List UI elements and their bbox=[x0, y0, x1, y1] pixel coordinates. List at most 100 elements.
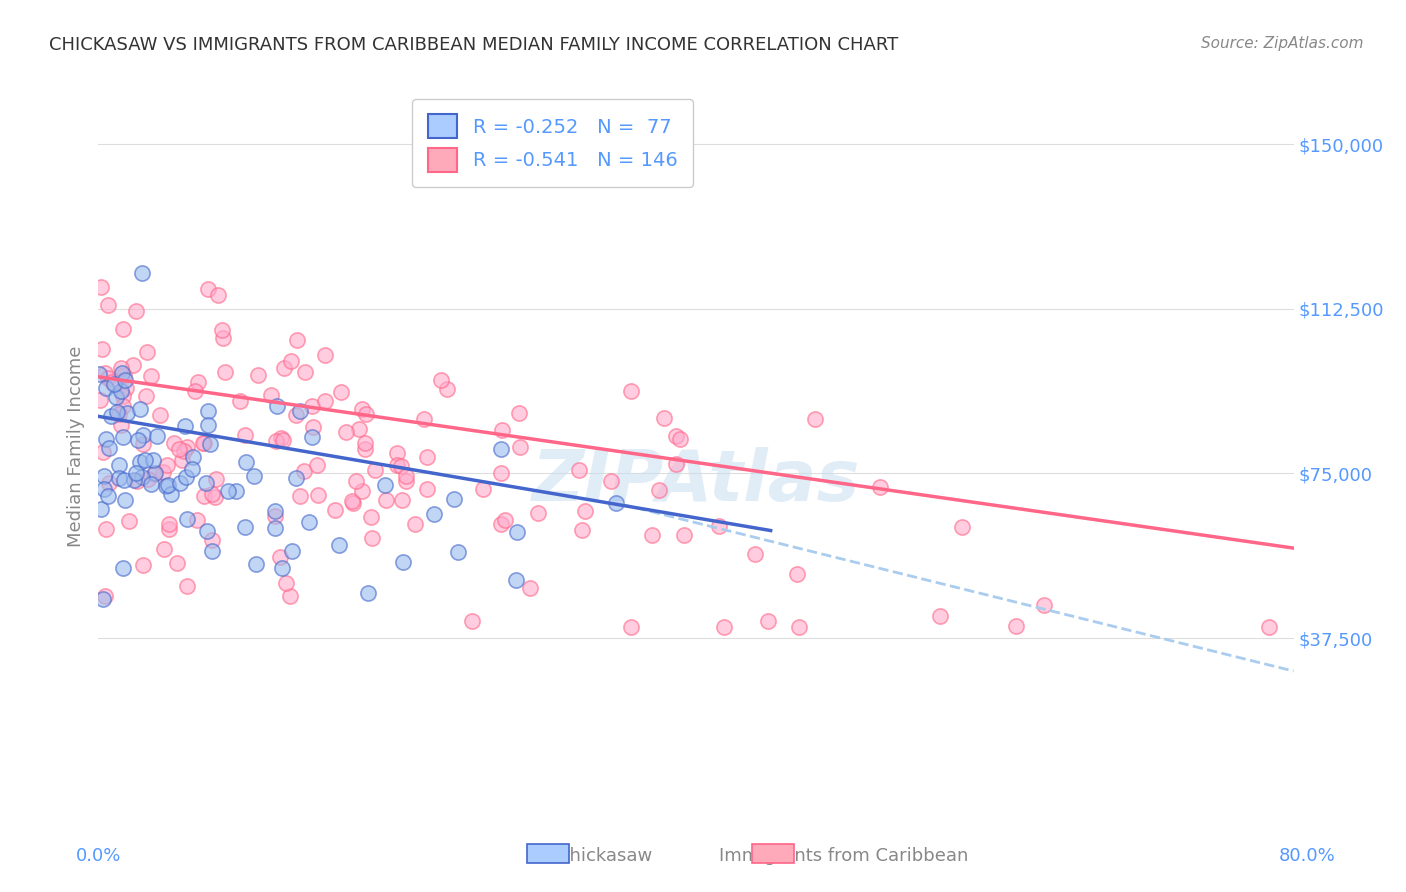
Point bbox=[361, 531, 384, 545]
Point bbox=[112, 322, 135, 336]
Point bbox=[176, 441, 198, 455]
Point bbox=[264, 508, 287, 523]
Point bbox=[350, 484, 373, 499]
Point bbox=[174, 469, 197, 483]
Point bbox=[211, 323, 233, 337]
Point bbox=[217, 484, 239, 499]
Point bbox=[91, 342, 114, 356]
Point bbox=[229, 393, 252, 408]
Point bbox=[205, 472, 228, 486]
Point bbox=[568, 463, 591, 477]
Point bbox=[97, 371, 120, 385]
Point bbox=[422, 507, 444, 521]
Point bbox=[389, 458, 412, 473]
Point bbox=[173, 419, 195, 434]
Point bbox=[127, 433, 149, 447]
Point bbox=[172, 452, 194, 467]
Point bbox=[94, 380, 117, 394]
Point bbox=[404, 516, 426, 531]
Point bbox=[605, 496, 627, 510]
Point bbox=[416, 482, 439, 496]
Point bbox=[301, 430, 323, 444]
Point bbox=[950, 520, 973, 534]
Point bbox=[460, 614, 482, 628]
Point bbox=[176, 511, 198, 525]
Point bbox=[143, 467, 166, 481]
Point bbox=[430, 373, 453, 387]
Point bbox=[509, 440, 531, 454]
Point bbox=[786, 567, 808, 582]
Point bbox=[648, 483, 671, 498]
Point bbox=[111, 366, 134, 380]
Point bbox=[98, 476, 121, 491]
Point bbox=[344, 474, 367, 488]
Point bbox=[673, 528, 696, 542]
Point bbox=[491, 423, 513, 437]
Point bbox=[314, 348, 336, 362]
Point bbox=[187, 375, 209, 389]
Point bbox=[280, 354, 302, 368]
Point bbox=[356, 407, 378, 421]
Point bbox=[131, 266, 153, 280]
Point bbox=[804, 411, 827, 425]
Point bbox=[364, 463, 387, 477]
Point bbox=[271, 433, 294, 447]
Point bbox=[395, 468, 418, 483]
Point bbox=[132, 437, 155, 451]
Point bbox=[264, 521, 287, 535]
Text: Source: ZipAtlas.com: Source: ZipAtlas.com bbox=[1201, 36, 1364, 51]
Point bbox=[156, 458, 179, 472]
Point bbox=[186, 513, 208, 527]
Point bbox=[1258, 620, 1281, 634]
Point bbox=[665, 428, 688, 442]
Point bbox=[301, 399, 323, 413]
Point bbox=[284, 471, 307, 485]
Point bbox=[131, 469, 153, 483]
Point bbox=[349, 422, 371, 436]
Point bbox=[668, 432, 690, 446]
Point bbox=[194, 475, 217, 490]
Point bbox=[156, 477, 179, 491]
Point bbox=[301, 420, 323, 434]
Point bbox=[200, 487, 222, 501]
Point bbox=[125, 304, 148, 318]
Point bbox=[374, 492, 396, 507]
Point bbox=[489, 466, 512, 480]
Point bbox=[87, 367, 110, 381]
Point bbox=[260, 388, 283, 402]
Point bbox=[360, 510, 382, 524]
Point bbox=[278, 589, 301, 603]
Point bbox=[134, 453, 156, 467]
Point bbox=[136, 472, 159, 486]
Text: 80.0%: 80.0% bbox=[1279, 847, 1336, 865]
Point bbox=[141, 477, 163, 491]
Point bbox=[245, 557, 267, 571]
Point bbox=[115, 406, 138, 420]
Point bbox=[350, 402, 373, 417]
Point bbox=[273, 361, 295, 376]
Point bbox=[1033, 598, 1056, 612]
Point bbox=[328, 538, 350, 552]
Point bbox=[235, 455, 257, 469]
Point bbox=[789, 620, 811, 634]
Point bbox=[90, 280, 112, 294]
Point bbox=[204, 490, 226, 504]
Point bbox=[122, 359, 145, 373]
Point bbox=[96, 432, 118, 446]
Point bbox=[152, 465, 174, 479]
Point bbox=[105, 390, 128, 404]
Text: ZIPAtlas: ZIPAtlas bbox=[531, 447, 860, 516]
Point bbox=[100, 409, 122, 424]
Point bbox=[107, 458, 129, 472]
Point bbox=[264, 434, 287, 449]
Point bbox=[270, 431, 292, 445]
Point bbox=[94, 590, 117, 604]
Point bbox=[413, 412, 436, 426]
Point bbox=[285, 408, 308, 422]
Point bbox=[489, 516, 512, 531]
Point bbox=[243, 468, 266, 483]
Y-axis label: Median Family Income: Median Family Income bbox=[66, 345, 84, 547]
Point bbox=[305, 458, 328, 472]
Point bbox=[494, 513, 516, 527]
Point bbox=[395, 474, 418, 488]
